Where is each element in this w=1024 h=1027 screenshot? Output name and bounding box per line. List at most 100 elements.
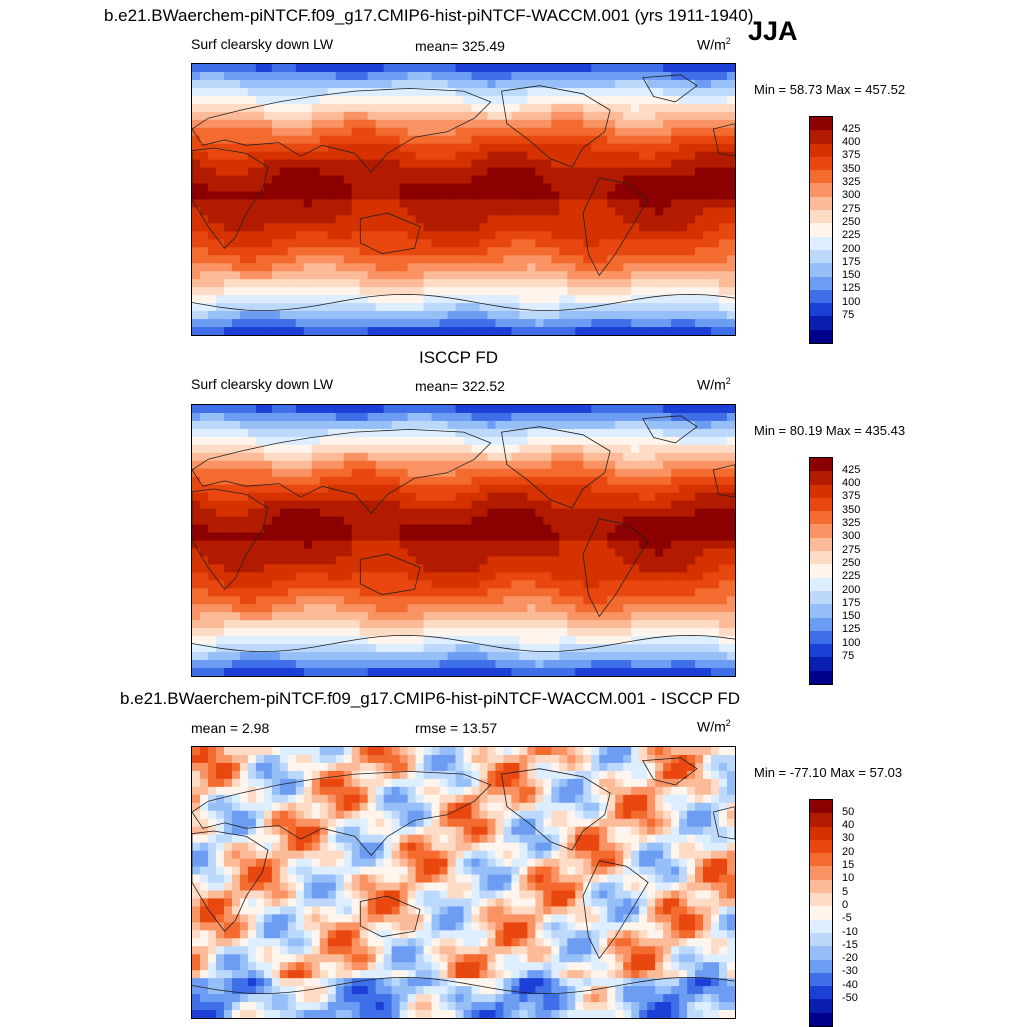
map-cell — [239, 508, 249, 518]
map-cell — [559, 564, 568, 573]
map-cell — [351, 64, 361, 73]
map-cell — [543, 468, 552, 478]
map-cell — [295, 127, 305, 137]
map-cell — [727, 143, 735, 153]
map-cell — [199, 71, 209, 81]
map-cell — [423, 500, 433, 510]
map-cell — [439, 484, 449, 494]
map-cell — [359, 207, 369, 217]
map-cell — [375, 596, 385, 605]
map-cell — [423, 71, 433, 81]
map-cell — [583, 405, 592, 414]
map-cell — [383, 770, 393, 780]
map-cell — [631, 588, 640, 597]
map-cell — [647, 620, 656, 629]
map-cell — [359, 460, 369, 470]
map-cell — [247, 215, 257, 225]
map-cell — [615, 111, 624, 121]
map-cell — [383, 215, 393, 225]
map-cell — [407, 532, 417, 542]
map-cell — [335, 167, 345, 177]
map-cell — [511, 279, 520, 288]
map-cell — [519, 255, 528, 264]
map-cell — [455, 95, 465, 105]
map-cell — [255, 580, 265, 589]
map-cell — [679, 628, 688, 637]
map-cell — [375, 580, 385, 589]
map-cell — [311, 119, 321, 129]
map-cell — [223, 572, 233, 581]
map-cell — [231, 588, 241, 597]
map-cell — [343, 564, 353, 573]
map-cell — [319, 311, 329, 320]
map-cell — [543, 484, 552, 494]
map-cell — [695, 159, 704, 169]
map-cell — [591, 532, 600, 542]
map-cell — [231, 239, 241, 248]
map-cell — [519, 452, 528, 462]
map-cell — [327, 436, 337, 446]
map-cell — [415, 420, 425, 430]
map-cell — [423, 596, 433, 605]
map-cell — [599, 199, 608, 209]
map-cell — [463, 279, 473, 288]
map-cell — [719, 524, 728, 534]
map-cell — [487, 468, 497, 478]
map-cell — [279, 87, 289, 97]
map-cell — [543, 119, 552, 129]
map-cell — [455, 612, 465, 621]
map-cell — [447, 420, 457, 430]
map-cell — [687, 135, 696, 145]
map-cell — [495, 644, 505, 653]
coastline — [501, 85, 611, 168]
map-cell — [655, 770, 664, 780]
map-cell — [295, 460, 305, 470]
map-cell — [215, 199, 225, 209]
map-cell — [591, 572, 600, 581]
map-cell — [671, 295, 680, 304]
map-cell — [639, 604, 648, 613]
map-cell — [703, 319, 712, 328]
map-cell — [287, 468, 297, 478]
map-cell — [463, 271, 473, 280]
map-cell — [423, 239, 433, 248]
map-cell — [231, 516, 241, 526]
map-cell — [279, 604, 289, 613]
map-cell — [303, 183, 313, 193]
map-cell — [559, 175, 568, 185]
map-cell — [567, 580, 576, 589]
map-cell — [192, 580, 201, 589]
map-cell — [351, 620, 361, 629]
map-cell — [279, 95, 289, 105]
map-cell — [559, 540, 568, 550]
map-cell — [399, 239, 409, 248]
map-cell — [591, 508, 600, 518]
map-cell — [247, 239, 257, 248]
map-cell — [591, 412, 600, 422]
map-cell — [391, 175, 401, 185]
map-cell — [295, 279, 305, 288]
map-cell — [431, 628, 441, 637]
map-cell — [239, 87, 249, 97]
map-cell — [471, 476, 481, 486]
map-cell — [639, 103, 648, 113]
map-cell — [639, 612, 648, 621]
map-cell — [415, 652, 425, 661]
map-cell — [295, 754, 305, 764]
map-cell — [351, 295, 361, 304]
map-cell — [375, 604, 385, 613]
map-cell — [503, 556, 513, 566]
map-cell — [615, 500, 624, 510]
map-cell — [263, 263, 273, 272]
map-cell — [303, 263, 313, 272]
map-cell — [519, 223, 528, 232]
map-cell — [663, 492, 672, 502]
map-cell — [375, 452, 385, 462]
map-cell — [375, 79, 385, 89]
map-cell — [519, 628, 528, 637]
map-cell — [639, 747, 648, 756]
map-cell — [543, 420, 552, 430]
map-cell — [192, 770, 201, 780]
map-cell — [703, 311, 712, 320]
map-cell — [575, 87, 584, 97]
